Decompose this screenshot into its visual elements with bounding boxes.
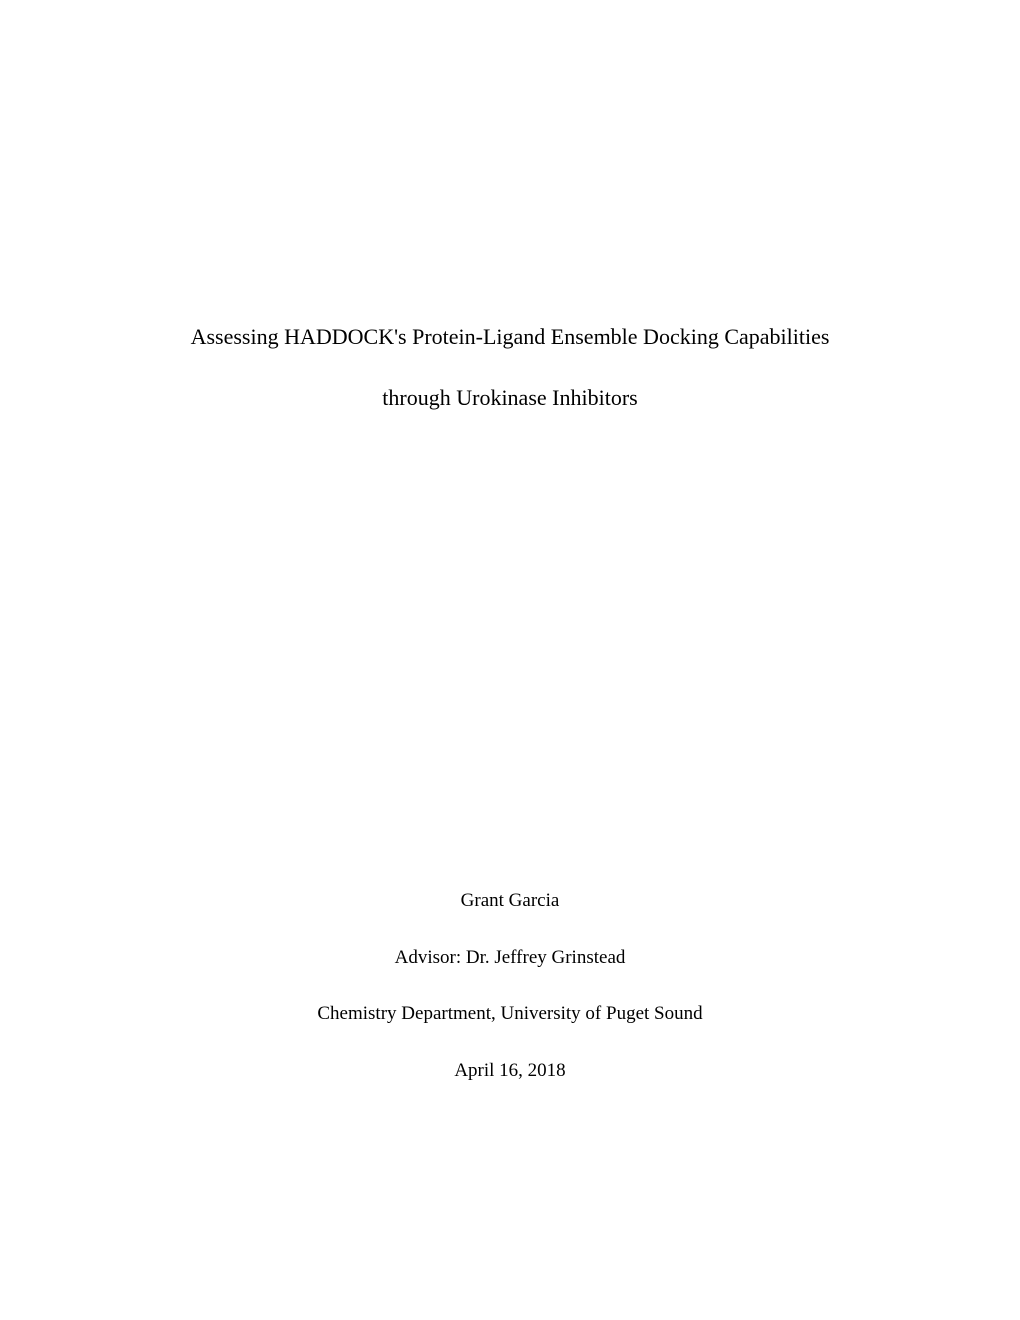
- title-line-1: Assessing HADDOCK's Protein-Ligand Ensem…: [120, 320, 900, 353]
- info-block: Grant Garcia Advisor: Dr. Jeffrey Grinst…: [120, 887, 900, 1113]
- author-line: Grant Garcia: [120, 887, 900, 916]
- advisor-line: Advisor: Dr. Jeffrey Grinstead: [120, 944, 900, 973]
- title-page: Assessing HADDOCK's Protein-Ligand Ensem…: [0, 0, 1020, 1320]
- date-line: April 16, 2018: [120, 1057, 900, 1086]
- title-block: Assessing HADDOCK's Protein-Ligand Ensem…: [120, 320, 900, 442]
- title-line-2: through Urokinase Inhibitors: [120, 381, 900, 414]
- department-line: Chemistry Department, University of Puge…: [120, 1000, 900, 1029]
